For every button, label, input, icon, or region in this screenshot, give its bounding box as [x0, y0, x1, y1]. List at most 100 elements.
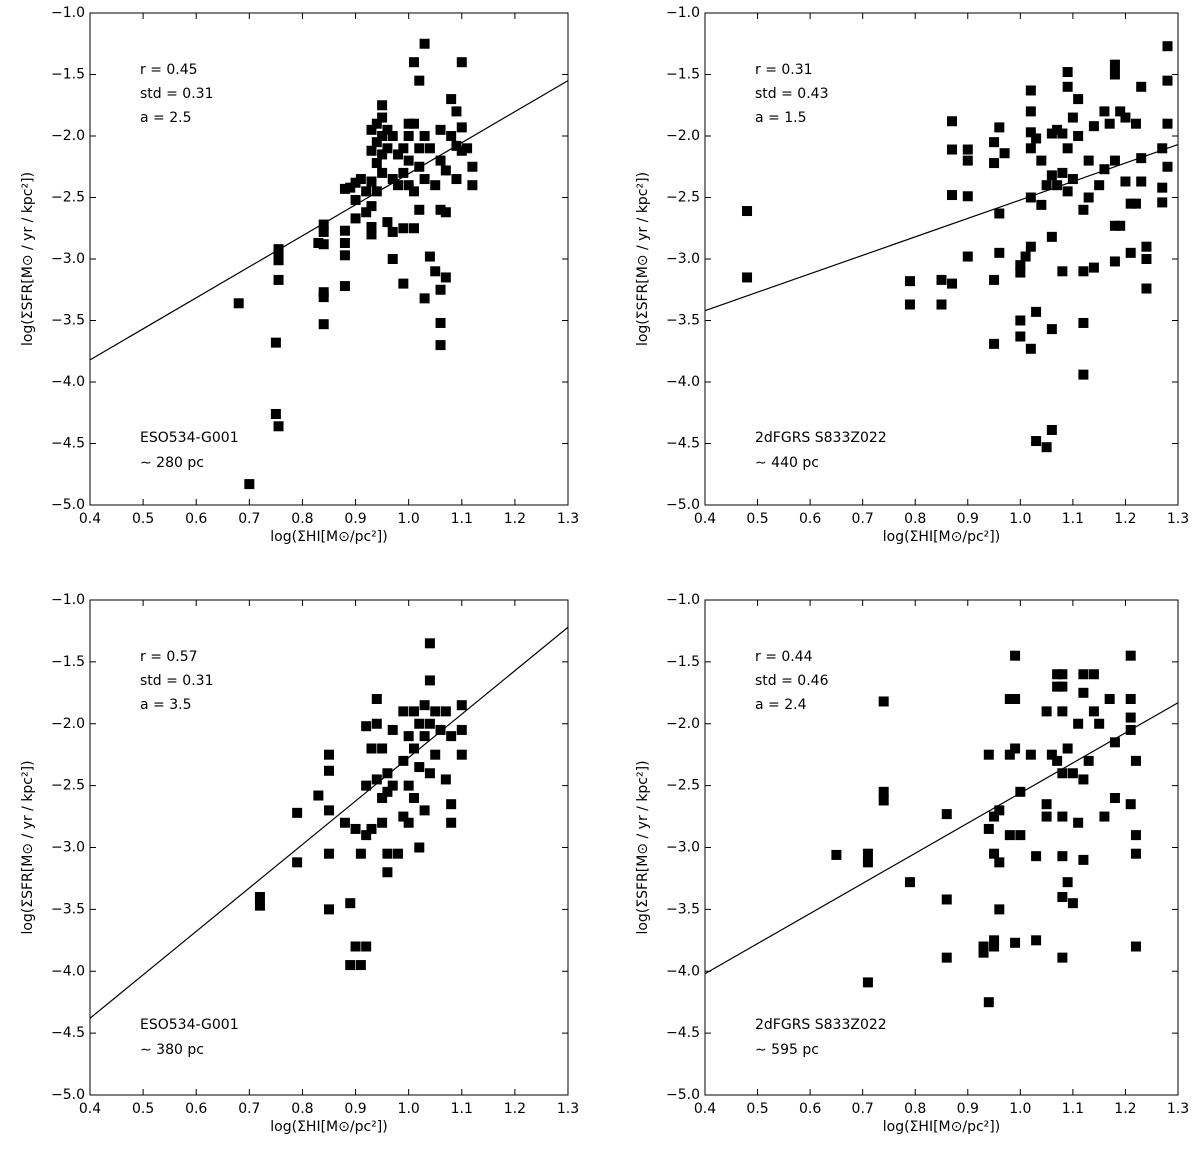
- point: [862, 977, 873, 988]
- x-axis-label: log(ΣHI[M⊙/pc²]): [883, 1119, 1000, 1135]
- point: [1157, 182, 1168, 193]
- point: [1004, 694, 1015, 704]
- point: [1141, 283, 1152, 294]
- point: [989, 935, 1000, 946]
- x-tick-label: 1.1: [1062, 511, 1084, 527]
- point: [1141, 254, 1152, 264]
- point: [1031, 935, 1042, 946]
- point: [361, 186, 372, 197]
- point: [1094, 718, 1105, 729]
- point: [424, 143, 435, 154]
- panel-label: 2dFGRS S833Z022: [755, 430, 887, 446]
- y-tick-label: −1.0: [666, 5, 700, 21]
- y-tick-label: −2.5: [51, 190, 85, 206]
- x-tick-label: 0.9: [344, 1101, 366, 1117]
- point: [273, 274, 284, 285]
- point: [1020, 251, 1031, 262]
- point: [435, 155, 446, 166]
- point: [1078, 854, 1089, 865]
- point: [947, 278, 958, 289]
- point: [371, 137, 382, 148]
- point: [456, 700, 467, 711]
- point: [1010, 650, 1021, 661]
- point: [377, 817, 388, 828]
- point: [324, 848, 334, 859]
- point: [350, 213, 361, 224]
- point: [1125, 650, 1136, 661]
- point: [862, 848, 873, 859]
- point: [377, 167, 388, 178]
- point: [1136, 81, 1147, 92]
- point: [398, 755, 409, 766]
- x-tick-label: 0.4: [694, 511, 716, 527]
- point: [350, 941, 361, 952]
- point: [1062, 81, 1073, 92]
- point: [1162, 118, 1173, 129]
- point: [1130, 118, 1141, 129]
- point: [313, 238, 324, 249]
- x-tick-label: 0.8: [291, 1101, 313, 1117]
- point: [366, 176, 377, 187]
- point: [1083, 192, 1094, 203]
- point: [1031, 133, 1042, 144]
- panel-label: ESO534-G001: [140, 430, 239, 446]
- point: [398, 143, 409, 154]
- point: [313, 790, 324, 801]
- point: [1010, 694, 1021, 704]
- point: [430, 749, 441, 760]
- point: [318, 319, 329, 330]
- y-tick-label: −3.0: [51, 251, 85, 267]
- y-tick-label: −4.0: [51, 963, 85, 979]
- point: [1088, 121, 1099, 132]
- point: [366, 229, 377, 240]
- y-tick-label: −1.0: [51, 5, 85, 21]
- x-tick-label: 0.6: [185, 1101, 207, 1117]
- point: [366, 743, 377, 754]
- point: [1067, 898, 1078, 909]
- point: [393, 149, 404, 160]
- point: [408, 793, 419, 803]
- annotation: a = 2.4: [755, 697, 807, 713]
- x-axis-label: log(ΣHI[M⊙/pc²]): [883, 529, 1000, 545]
- point: [978, 947, 989, 958]
- point: [366, 145, 377, 156]
- point: [414, 143, 425, 154]
- point: [366, 201, 377, 212]
- y-tick-label: −3.5: [51, 901, 85, 917]
- point: [1104, 694, 1115, 704]
- point: [355, 848, 366, 859]
- point: [1057, 669, 1068, 680]
- point: [978, 941, 989, 952]
- point: [999, 148, 1010, 159]
- point: [1094, 180, 1105, 191]
- point: [1015, 315, 1026, 326]
- point: [339, 238, 350, 249]
- y-axis-label: log(ΣSFR[M⊙ / yr / kpc²]): [20, 760, 36, 934]
- point: [1109, 793, 1120, 803]
- point: [1057, 768, 1068, 779]
- x-tick-label: 0.4: [79, 511, 101, 527]
- point: [962, 144, 973, 155]
- point: [467, 161, 478, 172]
- point: [446, 94, 457, 105]
- point: [989, 274, 1000, 285]
- point: [1078, 669, 1089, 680]
- point: [1130, 755, 1141, 766]
- annotation: a = 1.5: [755, 110, 806, 126]
- point: [377, 112, 388, 123]
- point: [467, 180, 478, 191]
- point: [408, 223, 419, 234]
- point: [361, 721, 372, 732]
- point: [408, 743, 419, 754]
- point: [989, 811, 1000, 822]
- point: [440, 207, 451, 218]
- point: [1078, 204, 1089, 215]
- point: [1041, 706, 1052, 717]
- y-tick-label: −5.0: [51, 1087, 85, 1103]
- point: [1083, 755, 1094, 766]
- point: [1162, 75, 1173, 86]
- annotation: r = 0.45: [140, 62, 198, 78]
- point: [904, 877, 915, 888]
- point: [994, 805, 1005, 816]
- point: [355, 960, 366, 971]
